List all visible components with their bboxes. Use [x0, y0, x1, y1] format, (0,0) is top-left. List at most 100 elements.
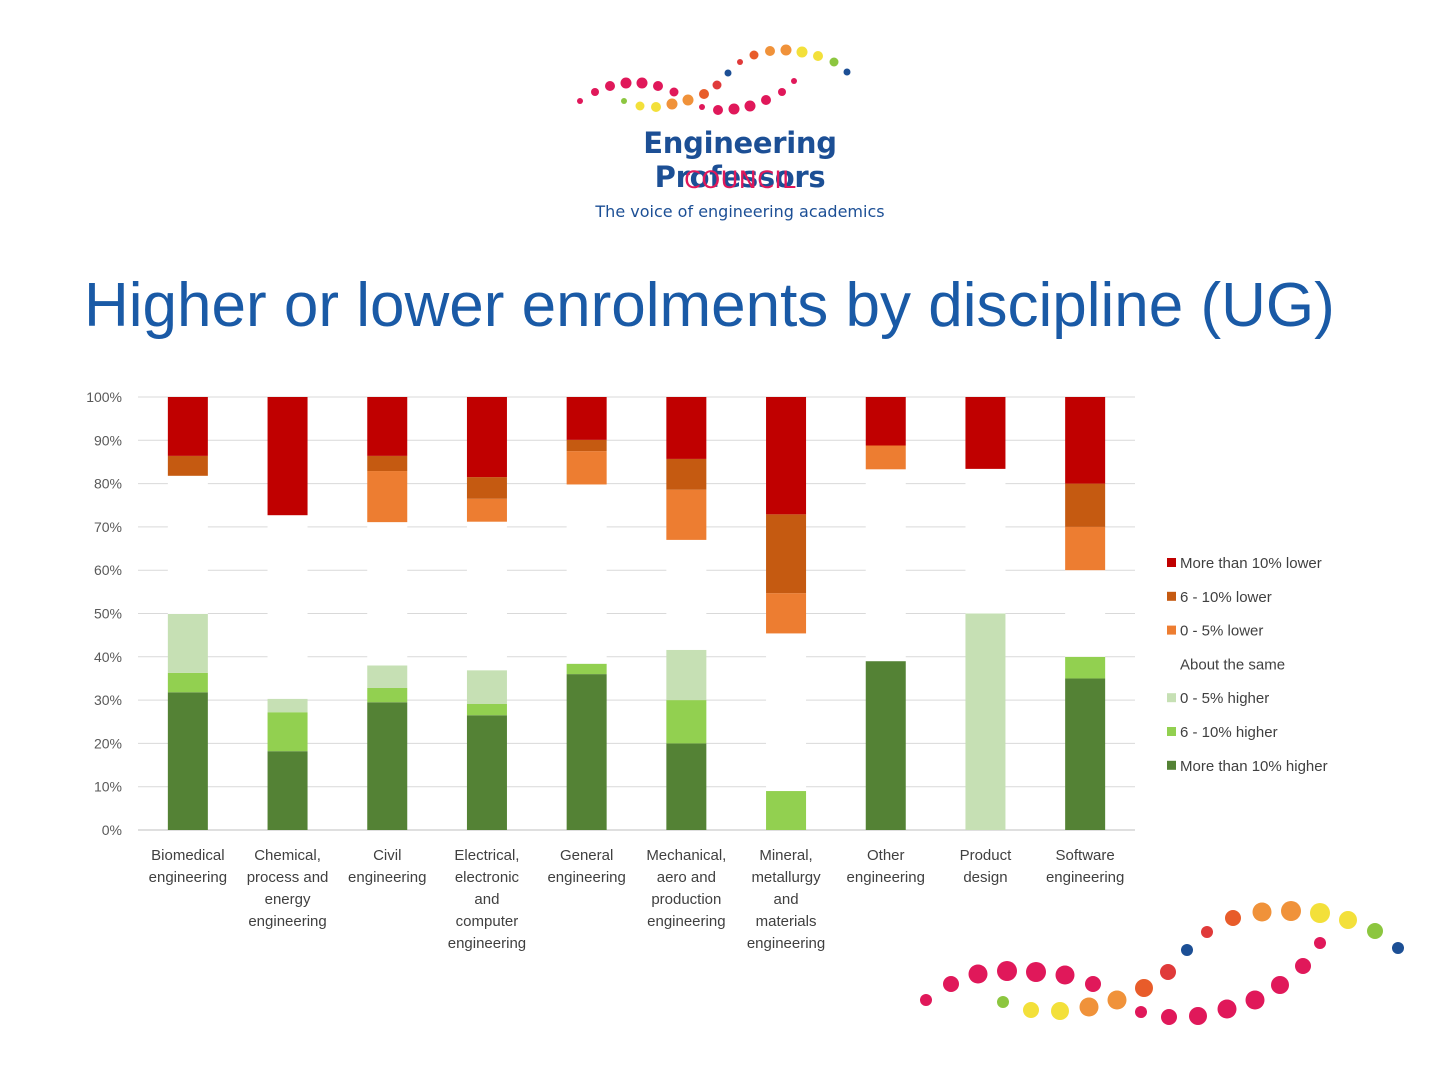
epc-logo: Engineering Professors COUNCIL The voice… — [560, 40, 920, 240]
dot — [1079, 997, 1099, 1017]
bar-segment — [965, 613, 1006, 830]
dot — [997, 961, 1017, 981]
y-tick-label: 40% — [94, 649, 122, 665]
legend-label: More than 10% higher — [1180, 758, 1328, 775]
legend-label: 6 - 10% higher — [1180, 724, 1278, 741]
bar-segment — [367, 471, 408, 523]
x-tick-label: Chemical, process and energy engineering — [247, 847, 329, 930]
dot — [761, 95, 771, 105]
bar-segment — [367, 397, 408, 456]
bar-segment — [1065, 678, 1106, 830]
bar-segment — [267, 397, 308, 516]
dot — [778, 88, 786, 96]
bar-segment — [865, 397, 906, 446]
dot — [666, 98, 678, 110]
logo-title: Engineering Professors — [643, 126, 837, 194]
bar-segment — [367, 522, 408, 666]
bar-segment — [1065, 397, 1106, 484]
legend-label: About the same — [1180, 656, 1285, 673]
dot — [699, 104, 705, 110]
bar-segment — [466, 670, 507, 704]
bar-segment — [167, 475, 208, 614]
dot — [1055, 965, 1075, 985]
bar-segment — [1065, 656, 1106, 679]
dot — [1051, 1002, 1069, 1020]
dot — [1201, 926, 1213, 938]
legend-swatch — [1167, 558, 1176, 567]
dot — [1085, 976, 1101, 992]
dot — [653, 81, 663, 91]
bar-segment — [466, 477, 507, 499]
bar-segment — [666, 489, 707, 540]
dot — [1189, 1007, 1207, 1025]
y-tick-label: 10% — [94, 779, 122, 795]
bar-segment — [167, 455, 208, 476]
dot — [943, 976, 959, 992]
dot — [997, 996, 1009, 1008]
dot — [843, 68, 851, 76]
dot — [1026, 962, 1046, 982]
bar-segment — [766, 593, 807, 634]
bar-segment — [167, 692, 208, 830]
bar-segment — [666, 539, 707, 650]
dot — [1392, 942, 1404, 954]
dot — [749, 50, 759, 60]
dot — [621, 98, 627, 104]
dot — [1023, 1002, 1039, 1018]
dot — [669, 87, 679, 97]
x-tick-label: Civil engineering — [348, 847, 426, 886]
dot — [620, 77, 632, 89]
bar-segment — [1065, 483, 1106, 527]
dot — [791, 78, 797, 84]
dot — [1181, 944, 1193, 956]
y-tick-label: 100% — [86, 389, 122, 405]
dot — [591, 88, 599, 96]
x-tick-label: Electrical, electronic and computer engineer… — [448, 847, 526, 952]
bar-segment — [167, 613, 208, 673]
bar-segment — [766, 633, 807, 792]
stacked-bar-chart: 0% 10% 20% 30% 40% 50% 60% 70% 80% 90% 100% Biomedi… — [86, 389, 1328, 952]
dot — [1135, 979, 1153, 997]
bar-segment — [766, 514, 807, 594]
bar-segment — [865, 661, 906, 830]
dot — [813, 51, 823, 61]
legend-swatch — [1167, 659, 1176, 669]
x-tick-label: Software engineering — [1046, 847, 1124, 886]
bar-segment — [566, 484, 607, 664]
dot — [780, 44, 792, 56]
bar-segment — [367, 665, 408, 688]
dot — [765, 46, 775, 56]
decorative-dots — [920, 901, 1404, 1025]
bar-segment — [267, 698, 308, 713]
bar-segment — [466, 715, 507, 830]
dot — [1252, 902, 1272, 922]
dot — [1295, 958, 1311, 974]
bar-segment — [965, 468, 1006, 614]
legend-swatch — [1167, 693, 1176, 703]
y-tick-label: 70% — [94, 519, 122, 535]
bar-segment — [666, 649, 707, 701]
logo-tagline: The voice of engineering academics — [595, 202, 885, 221]
dot — [829, 57, 839, 67]
dot — [728, 103, 740, 115]
dot — [605, 81, 615, 91]
dot — [1217, 999, 1237, 1019]
bar-segment — [1065, 526, 1106, 571]
dot — [1161, 1009, 1177, 1025]
dot — [737, 59, 743, 65]
x-tick-label: Other engineering — [847, 847, 925, 886]
legend-swatch — [1167, 591, 1176, 601]
y-tick-label: 60% — [94, 562, 122, 578]
y-tick-label: 80% — [94, 476, 122, 492]
bar-segment — [566, 397, 607, 440]
legend-label: More than 10% lower — [1180, 555, 1322, 572]
logo-subtitle: COUNCIL — [684, 166, 796, 194]
dot — [1339, 911, 1357, 929]
page-title: Higher or lower enrolments by discipline… — [84, 271, 1335, 340]
x-tick-label: Product design — [960, 847, 1013, 886]
bar-segment — [766, 397, 807, 515]
dot — [724, 69, 732, 77]
x-tick-label: Mineral, metallurgy and materials engineerin… — [747, 847, 825, 952]
bar-segment — [367, 702, 408, 830]
bar-segment — [267, 712, 308, 752]
